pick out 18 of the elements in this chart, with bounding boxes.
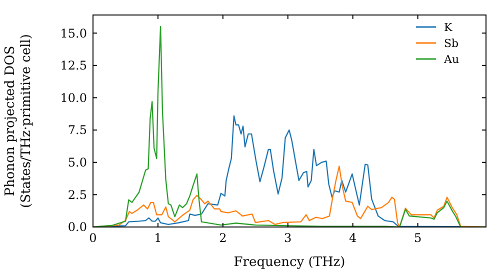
- y-tick-label: 15.0: [60, 26, 87, 40]
- y-tick-label: 5.0: [68, 156, 87, 170]
- x-tick-label: 4: [349, 231, 358, 245]
- y-tick-label: 7.5: [68, 123, 87, 138]
- y-tick-label: 0.0: [68, 220, 87, 234]
- legend-label: K: [444, 20, 453, 34]
- x-tick-label: 5: [414, 231, 422, 245]
- y-tick-label: 10.0: [60, 90, 87, 105]
- x-tick-label: 3: [284, 231, 292, 245]
- x-axis-title: Frequency (THz): [234, 255, 346, 270]
- x-tick-label: 2: [219, 231, 227, 245]
- y-tick-label: 2.5: [68, 188, 87, 202]
- x-tick-label: 0: [89, 231, 97, 245]
- legend-label: Au: [443, 52, 460, 66]
- x-tick-label: 1: [154, 231, 162, 245]
- legend-label: Sb: [444, 36, 459, 50]
- y-axis-title: Phonon projected DOS (States/THz·primitive cell): [3, 34, 34, 208]
- y-tick-label: 12.5: [60, 58, 87, 73]
